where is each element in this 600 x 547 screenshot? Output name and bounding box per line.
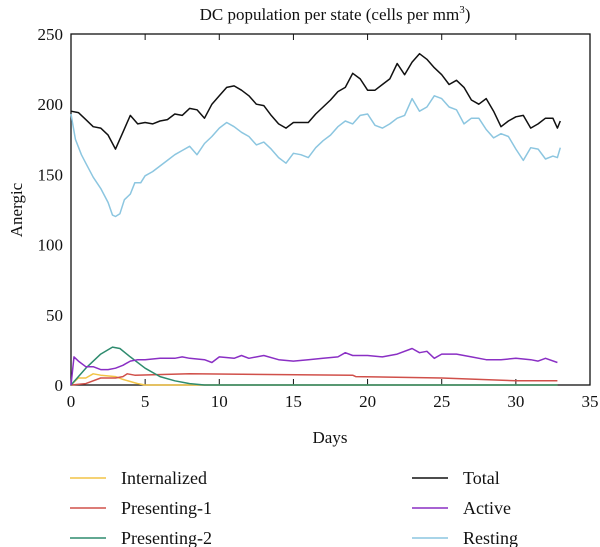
x-axis-label: Days — [313, 428, 348, 447]
y-tick-label: 0 — [55, 376, 64, 395]
y-tick-label: 50 — [46, 306, 63, 325]
legend-label: Presenting-1 — [121, 498, 212, 518]
legend-item-active: Active — [412, 498, 511, 518]
plot-frame — [70, 33, 591, 386]
y-tick-label: 250 — [38, 25, 64, 44]
legend-label: Resting — [463, 528, 518, 547]
x-tick-label: 0 — [67, 392, 76, 411]
series-line-internalized — [70, 373, 558, 386]
series-line-presenting-1 — [70, 373, 558, 386]
x-tick-label: 25 — [433, 392, 450, 411]
legend-label: Total — [463, 468, 500, 488]
chart-title: DC population per state (cells per mm3) — [200, 4, 471, 24]
legend-item-internalized: Internalized — [70, 468, 207, 488]
legend: Internalized Presenting-1 Presenting-2 Tota… — [70, 468, 518, 547]
x-tick-label: 5 — [141, 392, 150, 411]
legend-item-resting: Resting — [412, 528, 518, 547]
x-tick-label: 35 — [582, 392, 599, 411]
legend-item-total: Total — [412, 468, 500, 488]
legend-item-presenting-1: Presenting-1 — [70, 498, 212, 518]
legend-item-presenting-2: Presenting-2 — [70, 528, 212, 547]
x-tick-label: 15 — [285, 392, 302, 411]
series-line-active — [70, 347, 558, 386]
legend-label: Internalized — [121, 468, 207, 488]
series-line-presenting-2 — [70, 346, 558, 386]
x-tick-label: 20 — [359, 392, 376, 411]
series-line-resting — [70, 95, 562, 218]
legend-label: Active — [463, 498, 511, 518]
y-axis-label: Anergic — [7, 182, 26, 237]
x-tick-label: 30 — [507, 392, 524, 411]
legend-label: Presenting-2 — [121, 528, 212, 547]
y-tick-label: 200 — [38, 95, 64, 114]
y-tick-label: 150 — [38, 165, 64, 184]
x-tick-label: 10 — [211, 392, 228, 411]
series-line-total — [70, 52, 561, 150]
y-tick-label: 100 — [38, 236, 64, 255]
